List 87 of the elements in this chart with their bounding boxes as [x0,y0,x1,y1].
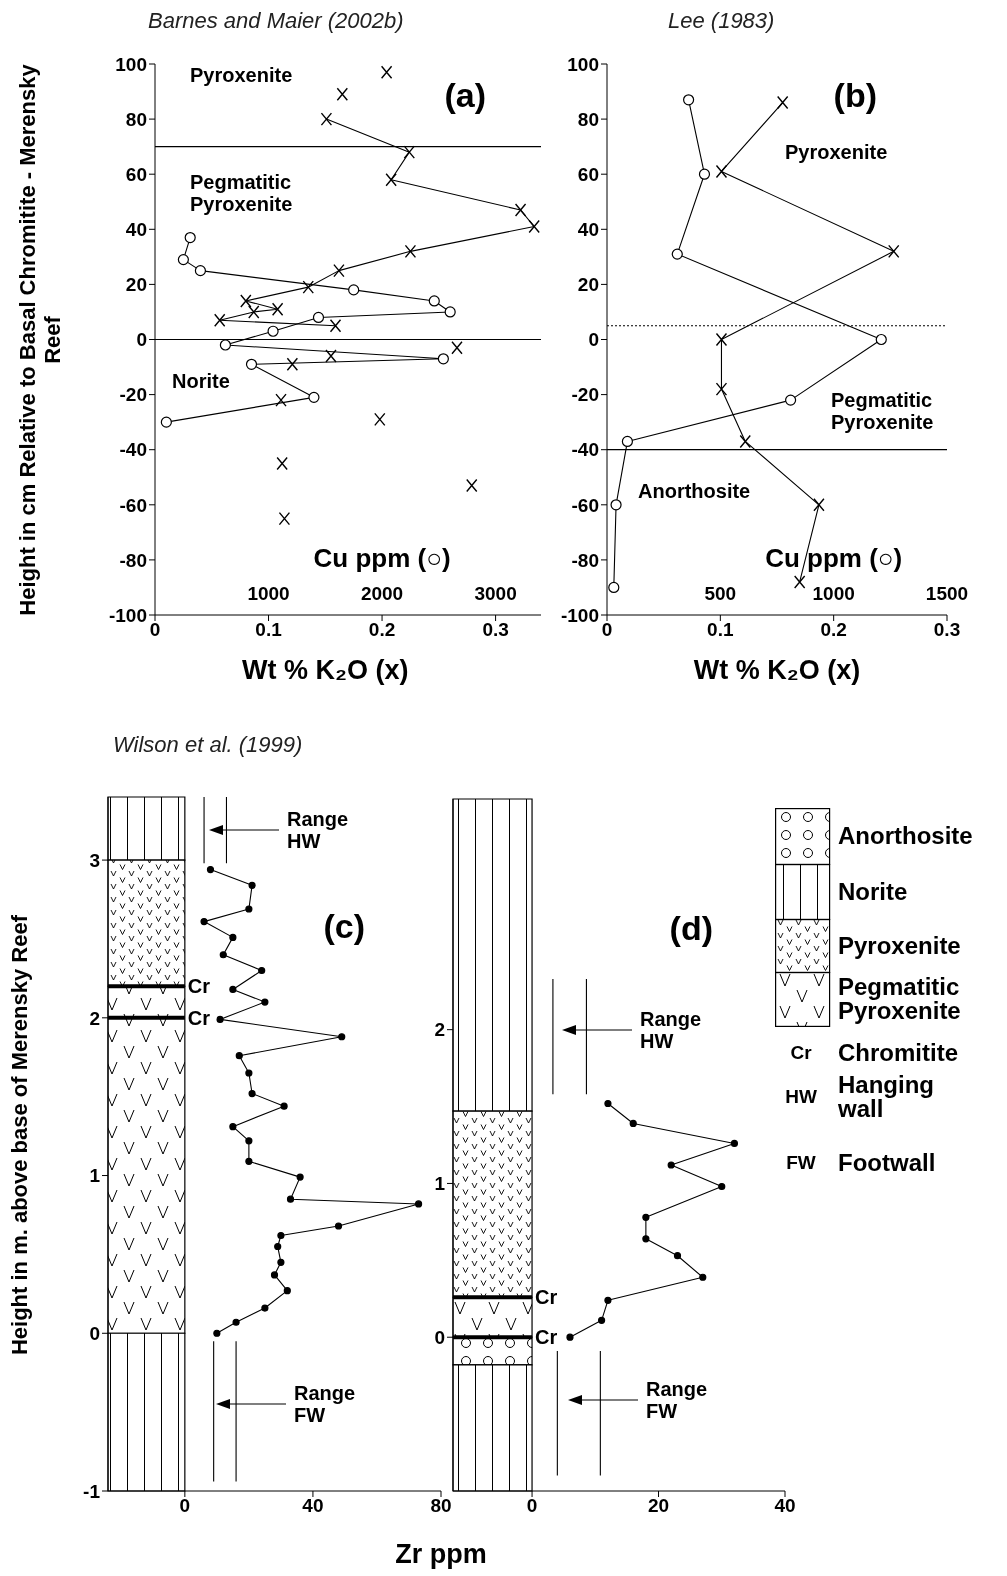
y-tick-label: -100 [108,604,147,626]
y-tick-label: -40 [119,439,147,461]
y-tick-label: -20 [119,384,147,406]
x-axis-title: Wt % K₂O (x) [693,655,861,686]
ref-line-label: Cr [187,974,211,998]
y-tick-label: -100 [560,604,599,626]
y-tick-label: -80 [571,549,599,571]
x2-tick-label: 1000 [247,583,290,605]
annotation: Pegmatitic Pyroxenite [190,171,293,215]
ref-line-label: Cr [535,1285,558,1309]
annotation: (b) [833,76,877,115]
text: Anorthosite [838,822,973,849]
y-tick-label: 40 [577,219,599,241]
x2-tick-label: 500 [704,583,737,605]
x2-tick-label: 3000 [474,583,517,605]
text: Chromitite [838,1039,958,1066]
y-tick-label: 100 [115,53,147,75]
y-tick-label: 0 [588,329,599,351]
x-tick-label: 0 [526,1495,538,1517]
y-tick-label: 1 [89,1165,101,1187]
y-tick-label: 20 [125,274,147,296]
annotation: Range FW [294,1382,356,1426]
ref-line-label: Cr [187,1006,211,1030]
annotation: Pyroxenite [190,64,293,86]
annotation: Pyroxenite [785,141,888,163]
y-tick-label: 80 [577,108,599,130]
y-tick-label: -80 [119,549,147,571]
y-tick-label: 2 [434,1019,445,1041]
y-tick-label: 0 [89,1323,100,1345]
x-axis-title: Wt % K₂O (x) [242,655,409,686]
annotation: Anorthosite [638,480,751,502]
text: FW [786,1152,816,1174]
annotation: Range HW [287,808,349,852]
annotation: Range FW [646,1378,708,1422]
x2-tick-label: 1500 [925,583,969,605]
text: Pyroxenite [838,931,961,959]
x-tick-label: 0.3 [933,619,961,641]
y-tick-label: -60 [119,494,147,516]
x-tick-label: 0 [149,619,161,641]
chart-title: Lee (1983) [668,8,775,34]
x2-tick-label: 2000 [360,583,404,605]
text: Norite [838,877,908,905]
x-tick-label: 0.2 [368,619,396,641]
y-tick-label: 100 [567,53,599,75]
x2-axis-title: Cu ppm (○) [765,542,903,574]
y-tick-label: 3 [89,849,100,871]
y-tick-label: 0 [136,329,147,351]
y-tick-label: -40 [571,439,599,461]
text: Pegmatitic Pyroxenite [838,973,961,1024]
x2-axis-title: Cu ppm (○) [313,542,451,574]
annotation: Range HW [640,1008,702,1052]
x-tick-label: 0 [179,1495,191,1517]
text: HW [785,1086,817,1108]
y-tick-label: -60 [571,494,599,516]
x-tick-label: 20 [647,1495,670,1517]
x-tick-label: 40 [774,1495,796,1517]
x-tick-label: 40 [302,1495,324,1517]
y-tick-label: 1 [434,1173,446,1195]
y-axis-title: Height in m. above base of Merensky Reef [7,913,33,1358]
text: Footwall [838,1149,936,1176]
ref-line-label: Cr [535,1325,558,1349]
annotation: (c) [323,907,365,946]
y-tick-label: 60 [125,163,147,185]
x-tick-label: 0.2 [820,619,847,641]
x-tick-label: 0.3 [482,619,509,641]
text: Hanging wall [838,1071,934,1122]
y-tick-label: 80 [125,108,147,130]
y-tick-label: -20 [571,384,599,406]
y-tick-label: 40 [125,219,147,241]
annotation: Norite [172,370,230,392]
x2-tick-label: 1000 [812,583,855,605]
y-tick-label: 0 [434,1326,445,1348]
x-tick-label: 0 [601,619,613,641]
y-tick-label: -1 [83,1480,101,1502]
y-tick-label: 60 [577,163,599,185]
chart-title: Barnes and Maier (2002b) [148,8,404,34]
x-axis-title: Zr ppm [395,1539,487,1570]
y-tick-label: 20 [577,274,599,296]
x-tick-label: 0.1 [255,619,283,641]
chart-title: Wilson et al. (1999) [113,732,303,758]
text: Cr [790,1042,812,1064]
annotation: Pegmatitic Pyroxenite [831,389,934,433]
annotation: (d) [669,909,713,948]
y-axis-title: Height in cm Relative to Basal Chromitite - Merensky Reef [14,63,66,618]
y-tick-label: 2 [89,1007,100,1029]
x-tick-label: 0.1 [707,619,734,641]
annotation: (a) [444,76,486,115]
